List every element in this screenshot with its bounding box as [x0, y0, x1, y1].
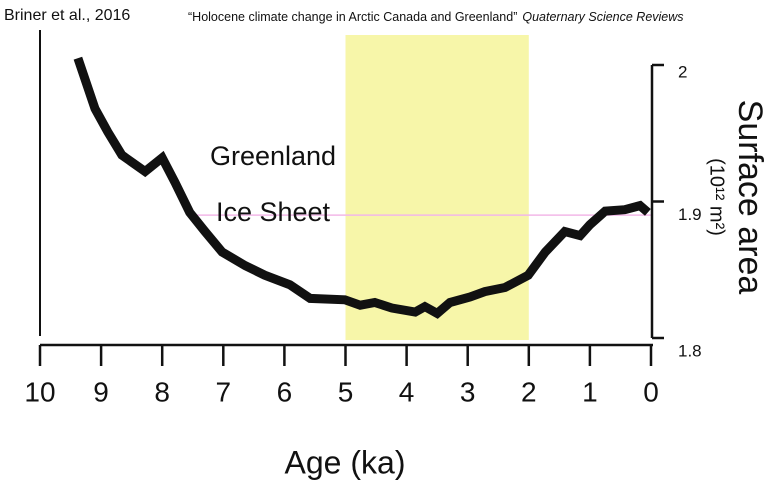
annotation: Ice Sheet [216, 197, 331, 227]
x-tick-label: 10 [24, 376, 55, 407]
y-axis-title: Surface area [731, 100, 768, 295]
y-axis-units: (10¹² m²) [706, 158, 728, 236]
x-tick-label: 5 [338, 376, 354, 407]
highlight-band [345, 35, 529, 340]
y-tick-label: 2 [678, 62, 687, 81]
x-tick-label: 3 [460, 376, 476, 407]
x-tick-label: 7 [216, 376, 232, 407]
source: Briner et al., 2016 [4, 7, 130, 24]
y-tick-label: 1.8 [678, 341, 702, 360]
data-line [73, 56, 651, 319]
title: “Holocene climate change in Arctic Canad… [188, 10, 684, 24]
x-tick-label: 8 [154, 376, 170, 407]
x-tick-label: 1 [582, 376, 598, 407]
x-axis-title: Age (ka) [285, 444, 406, 480]
x-tick-label: 6 [277, 376, 293, 407]
x-tick-label: 9 [93, 376, 109, 407]
annotation: Greenland [210, 141, 336, 171]
x-tick-label: 4 [399, 376, 415, 407]
title-text: “Holocene climate change in Arctic Canad… [188, 10, 517, 24]
y-tick-label: 1.9 [678, 205, 702, 224]
x-tick-label: 2 [521, 376, 537, 407]
x-tick-label: 0 [643, 376, 659, 407]
journal: Quaternary Science Reviews [522, 10, 683, 24]
